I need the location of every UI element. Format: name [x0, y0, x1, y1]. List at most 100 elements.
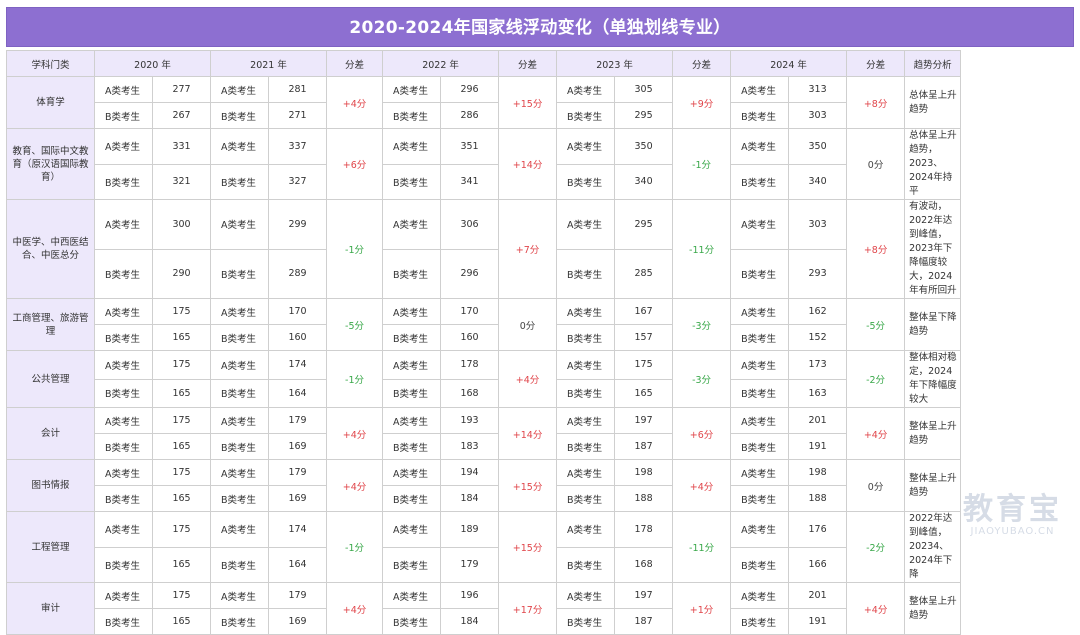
trend-cell: 整体相对稳定，2024年下降幅度较大: [905, 351, 961, 408]
score-cell: 165: [153, 434, 211, 460]
category-label: B类考生: [731, 547, 789, 583]
category-label: A类考生: [95, 512, 153, 548]
category-label: A类考生: [211, 512, 269, 548]
category-label: A类考生: [557, 460, 615, 486]
header-trend: 趋势分析: [905, 51, 961, 77]
subject-cell: 审计: [7, 583, 95, 635]
score-cell: 305: [615, 77, 673, 103]
score-cell: 277: [153, 77, 211, 103]
score-cell: 289: [269, 249, 327, 299]
category-label: B类考生: [383, 547, 441, 583]
category-label: A类考生: [731, 129, 789, 165]
diff-cell: -1分: [327, 512, 383, 583]
score-cell: 191: [789, 434, 847, 460]
category-label: B类考生: [557, 164, 615, 200]
category-label: A类考生: [383, 408, 441, 434]
score-cell: 184: [441, 486, 499, 512]
category-label: B类考生: [383, 164, 441, 200]
diff-cell: -3分: [673, 351, 731, 408]
header-2023: 2023 年: [557, 51, 673, 77]
diff-cell: +15分: [499, 77, 557, 129]
score-cell: 340: [789, 164, 847, 200]
category-label: A类考生: [557, 351, 615, 380]
category-label: A类考生: [383, 512, 441, 548]
header-diff-3: 分差: [673, 51, 731, 77]
category-label: B类考生: [557, 379, 615, 408]
trend-cell: 整体呈上升趋势: [905, 408, 961, 460]
diff-cell: -5分: [847, 299, 905, 351]
category-label: A类考生: [95, 460, 153, 486]
score-cell: 168: [441, 379, 499, 408]
score-cell: 296: [441, 77, 499, 103]
diff-cell: +4分: [847, 408, 905, 460]
category-label: B类考生: [95, 486, 153, 512]
score-cell: 193: [441, 408, 499, 434]
score-cell: 169: [269, 434, 327, 460]
score-cell: 188: [789, 486, 847, 512]
category-label: B类考生: [731, 609, 789, 635]
category-label: A类考生: [731, 583, 789, 609]
category-label: A类考生: [95, 351, 153, 380]
diff-cell: -2分: [847, 512, 905, 583]
score-cell: 167: [615, 299, 673, 325]
diff-cell: -3分: [673, 299, 731, 351]
score-cell: 175: [153, 299, 211, 325]
score-cell: 197: [615, 583, 673, 609]
category-label: A类考生: [383, 299, 441, 325]
diff-cell: +8分: [847, 200, 905, 299]
category-label: B类考生: [383, 609, 441, 635]
score-cell: 173: [789, 351, 847, 380]
score-cell: 175: [153, 408, 211, 434]
score-cell: 179: [441, 547, 499, 583]
category-label: B类考生: [557, 486, 615, 512]
category-label: A类考生: [95, 129, 153, 165]
diff-cell: +4分: [327, 460, 383, 512]
category-label: A类考生: [383, 200, 441, 250]
score-cell: 300: [153, 200, 211, 250]
score-cell: 303: [789, 103, 847, 129]
score-cell: 350: [615, 129, 673, 165]
score-cell: 168: [615, 547, 673, 583]
diff-cell: +4分: [847, 583, 905, 635]
score-table: 学科门类 2020 年 2021 年 分差 2022 年 分差 2023 年 分…: [6, 50, 1080, 635]
score-cell: 327: [269, 164, 327, 200]
category-label: A类考生: [95, 299, 153, 325]
score-cell: 164: [269, 547, 327, 583]
score-cell: 303: [789, 200, 847, 250]
category-label: B类考生: [211, 103, 269, 129]
category-label: B类考生: [383, 379, 441, 408]
category-label: B类考生: [731, 164, 789, 200]
diff-cell: 0分: [847, 129, 905, 200]
category-label: B类考生: [731, 325, 789, 351]
category-label: B类考生: [95, 249, 153, 299]
category-label: A类考生: [211, 299, 269, 325]
diff-cell: +14分: [499, 129, 557, 200]
category-label: A类考生: [95, 583, 153, 609]
diff-cell: -5分: [327, 299, 383, 351]
category-label: A类考生: [383, 583, 441, 609]
diff-cell: +9分: [673, 77, 731, 129]
category-label: B类考生: [211, 609, 269, 635]
category-label: A类考生: [383, 77, 441, 103]
diff-cell: +6分: [673, 408, 731, 460]
header-subject: 学科门类: [7, 51, 95, 77]
score-cell: 162: [789, 299, 847, 325]
category-label: A类考生: [95, 77, 153, 103]
score-cell: 196: [441, 583, 499, 609]
score-cell: 165: [153, 379, 211, 408]
score-cell: 201: [789, 583, 847, 609]
diff-cell: +8分: [847, 77, 905, 129]
score-cell: 179: [269, 460, 327, 486]
category-label: A类考生: [731, 299, 789, 325]
score-cell: 341: [441, 164, 499, 200]
category-label: B类考生: [557, 434, 615, 460]
score-cell: 175: [153, 583, 211, 609]
diff-cell: -1分: [327, 200, 383, 299]
category-label: B类考生: [383, 434, 441, 460]
watermark-url: JIAOYUBAO.CN: [963, 526, 1062, 537]
